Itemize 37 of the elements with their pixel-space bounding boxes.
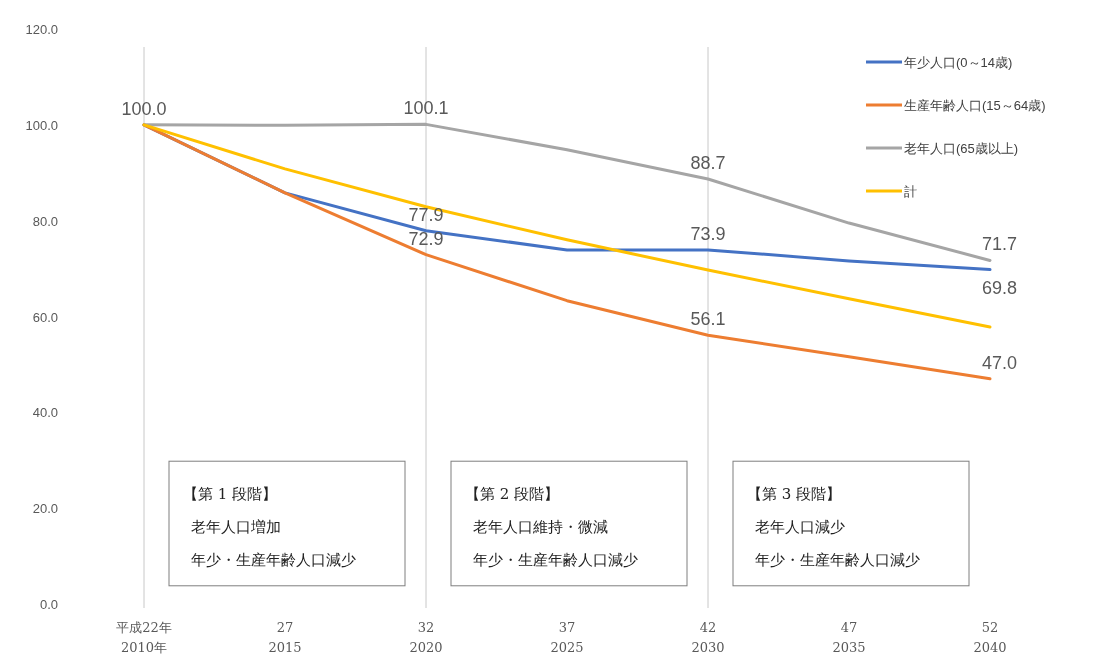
y-tick-label: 60.0 [32, 309, 58, 325]
data-label: 47.0 [982, 352, 1018, 373]
y-tick-label: 80.0 [32, 213, 58, 229]
legend-label: 計 [904, 184, 917, 199]
legend-label: 老年人口(65歳以上) [904, 141, 1019, 156]
annotation: 年少・生産年齢人口減少 [755, 551, 920, 570]
y-tick-label: 100.0 [25, 117, 58, 133]
x-tick-label: 27 2015 [268, 620, 302, 655]
x-tick-label: 47 2035 [832, 620, 866, 655]
data-label: 69.8 [982, 277, 1018, 298]
data-label: 72.9 [408, 228, 444, 249]
annotation: 年少・生産年齢人口減少 [191, 551, 356, 570]
data-label: 77.9 [408, 204, 444, 225]
y-tick-label: 40.0 [32, 405, 58, 421]
data-label: 88.7 [690, 152, 726, 173]
data-label: 56.1 [690, 309, 726, 330]
legend-label: 年少人口(0～14歳) [904, 55, 1013, 70]
data-label: 100.0 [121, 98, 167, 119]
data-label: 71.7 [982, 234, 1018, 255]
x-tick-label: 32 2020 [409, 620, 443, 655]
x-tick-label: 52 2040 [973, 620, 1007, 655]
annotation: 老年人口増加 [191, 518, 281, 537]
annotation: 老年人口減少 [755, 518, 845, 537]
x-tick-label: 平成22年 2010年 [116, 620, 172, 655]
legend-label: 生産年齢人口(15～64歳) [904, 98, 1046, 113]
annotation: 老年人口維持・微減 [473, 518, 608, 537]
y-tick-label: 20.0 [32, 501, 58, 517]
x-tick-label: 37 2025 [550, 620, 584, 655]
annotation: 【第 2 段階】 [465, 485, 560, 504]
annotation: 年少・生産年齢人口減少 [473, 551, 638, 570]
data-label: 100.1 [403, 98, 449, 119]
x-tick-label: 42 2030 [691, 620, 725, 655]
annotation: 【第 1 段階】 [183, 485, 278, 504]
y-tick-label: 120.0 [25, 22, 58, 37]
data-label: 73.9 [690, 223, 726, 244]
y-tick-label: 0.0 [39, 597, 58, 612]
annotation: 【第 3 段階】 [747, 485, 842, 504]
